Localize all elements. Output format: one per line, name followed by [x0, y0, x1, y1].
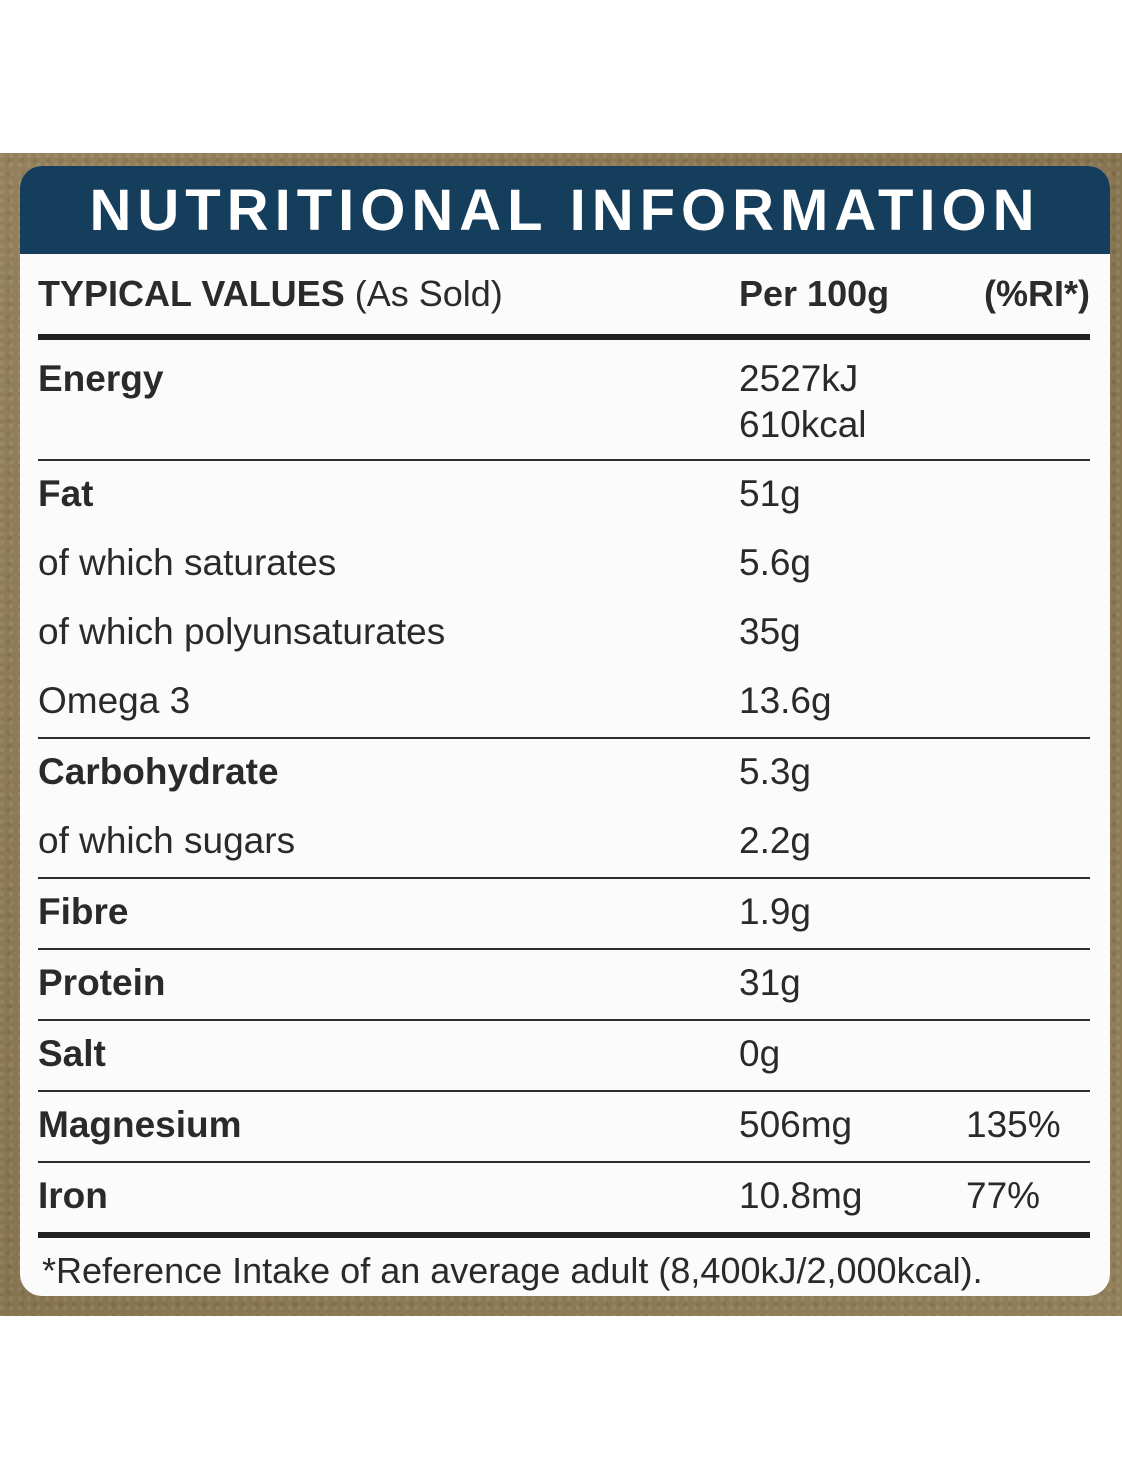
table-row: Magnesium 506mg 135% [38, 1090, 1090, 1161]
row-label: Fibre [38, 891, 129, 932]
table-row: of which sugars 2.2g [38, 808, 1090, 877]
row-value: 5.3g [739, 751, 812, 792]
row-value: 51g [739, 473, 801, 514]
row-value: 2527kJ 610kcal [739, 340, 966, 448]
table-bottom-rule [38, 1232, 1090, 1238]
header-typical-values-bold: TYPICAL VALUES [38, 273, 345, 314]
table-row: Omega 3 13.6g [38, 668, 1090, 737]
row-ri [966, 1021, 1090, 1031]
table-row: Iron 10.8mg 77% [38, 1161, 1090, 1232]
table-row: Salt 0g [38, 1019, 1090, 1090]
row-value: 5.6g [739, 542, 812, 583]
row-value: 35g [739, 611, 801, 652]
row-label: Magnesium [38, 1104, 242, 1145]
row-ri [966, 739, 1090, 749]
table-header: TYPICAL VALUES (As Sold) Per 100g (%RI*) [38, 254, 1090, 340]
header-as-sold: (As Sold) [344, 273, 503, 314]
row-value: 10.8mg [739, 1175, 863, 1216]
row-value: 506mg [739, 1104, 853, 1145]
row-label: of which saturates [38, 542, 337, 583]
row-ri [966, 668, 1090, 678]
energy-kcal: 610kcal [739, 404, 867, 445]
row-value: 2.2g [739, 820, 812, 861]
row-value: 1.9g [739, 891, 812, 932]
row-ri [966, 950, 1090, 960]
row-label: Energy [38, 358, 164, 399]
row-label: Carbohydrate [38, 751, 279, 792]
table-row: of which polyunsaturates 35g [38, 599, 1090, 668]
row-label: of which polyunsaturates [38, 611, 446, 652]
row-ri [966, 808, 1090, 818]
row-label: of which sugars [38, 820, 296, 861]
header-typical-values: TYPICAL VALUES (As Sold) [38, 273, 739, 315]
table-row-energy: Energy 2527kJ 610kcal [38, 340, 1090, 459]
table-row: of which saturates 5.6g [38, 530, 1090, 599]
row-value: 13.6g [739, 680, 832, 721]
table-row: Carbohydrate 5.3g [38, 737, 1090, 808]
row-label: Protein [38, 962, 166, 1003]
row-label: Fat [38, 473, 94, 514]
header-per-100g: Per 100g [739, 273, 890, 314]
row-ri [966, 599, 1090, 609]
row-ri: 135% [966, 1104, 1061, 1145]
row-label: Omega 3 [38, 680, 191, 721]
table-row: Fibre 1.9g [38, 877, 1090, 948]
row-value: 0g [739, 1033, 781, 1074]
row-ri: 77% [966, 1175, 1041, 1216]
energy-kj: 2527kJ [739, 358, 859, 399]
table-row: Protein 31g [38, 948, 1090, 1019]
footnote: *Reference Intake of an average adult (8… [42, 1250, 983, 1291]
row-value: 31g [739, 962, 801, 1003]
header-ri: (%RI*) [984, 273, 1090, 314]
row-ri [966, 879, 1090, 889]
table-row: Fat 51g [38, 459, 1090, 530]
row-ri [966, 340, 1090, 356]
row-ri [966, 530, 1090, 540]
nutrition-table: TYPICAL VALUES (As Sold) Per 100g (%RI*)… [38, 254, 1090, 1292]
row-ri [966, 461, 1090, 471]
row-label: Salt [38, 1033, 106, 1074]
nutrition-panel: NUTRITIONAL INFORMATION TYPICAL VALUES (… [20, 166, 1110, 1296]
row-label: Iron [38, 1175, 108, 1216]
panel-title: NUTRITIONAL INFORMATION [20, 166, 1110, 254]
